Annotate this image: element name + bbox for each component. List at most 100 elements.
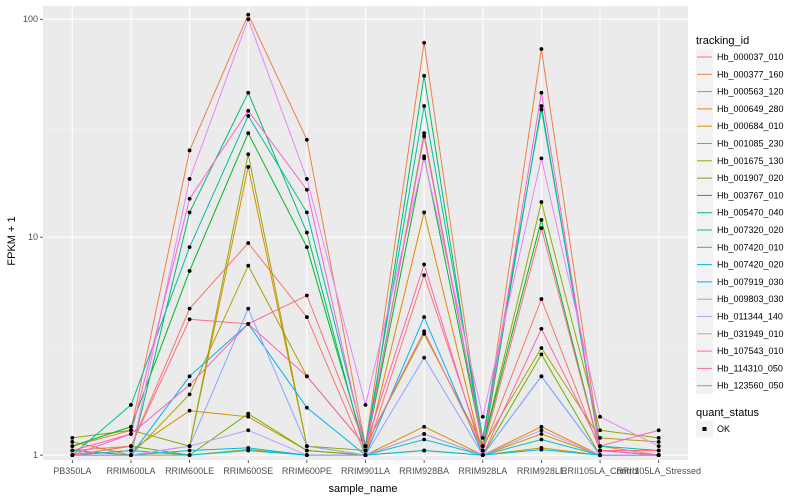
x-tick-label: RRII105LA_Stressed: [616, 466, 701, 476]
data-point: [246, 241, 251, 245]
data-point: [539, 47, 544, 51]
data-point: [129, 424, 133, 429]
x-tick-label: RRIM928LA: [458, 466, 507, 476]
data-point: [539, 107, 544, 112]
data-point: [246, 17, 251, 22]
y-tick-label: 10: [28, 232, 38, 242]
data-point: [363, 403, 368, 407]
color-legend: tracking_id Hb_000037_010 Hb_000377_160 Hb…: [696, 35, 784, 395]
legend-label: Hb_000684_010: [717, 121, 784, 131]
data-point: [539, 104, 544, 108]
legend-label: Hb_031949_010: [717, 329, 784, 339]
data-point: [422, 156, 427, 161]
data-point: [480, 444, 485, 449]
data-point: [187, 374, 192, 379]
legend-label: Hb_000649_280: [717, 104, 784, 114]
shape-legend-key-point: [702, 427, 707, 431]
data-point: [246, 322, 251, 326]
data-point: [539, 226, 544, 231]
data-point: [304, 187, 309, 192]
data-point: [129, 428, 133, 433]
legend-label: Hb_000377_160: [717, 69, 784, 79]
data-point: [187, 210, 192, 215]
data-point: [129, 444, 133, 449]
data-point: [422, 329, 427, 334]
data-point: [246, 12, 251, 17]
x-tick-label: RRIM928BA: [399, 466, 449, 476]
data-point: [422, 262, 427, 267]
data-point: [480, 453, 485, 458]
legend-label: Hb_000563_120: [717, 87, 784, 97]
data-point: [480, 414, 485, 419]
data-point: [187, 408, 192, 413]
data-point: [129, 453, 133, 458]
legend-label: Hb_005470_040: [717, 208, 784, 218]
x-tick-label: RRIM600LA: [106, 466, 155, 476]
data-point: [246, 445, 251, 450]
y-tick-label: 100: [23, 14, 38, 24]
data-point: [187, 444, 192, 449]
data-point: [187, 448, 192, 453]
data-point: [187, 196, 192, 201]
legend-label: Hb_003767_010: [717, 190, 784, 200]
y-tick-label: 1: [33, 450, 38, 460]
legend-title: tracking_id: [696, 35, 749, 47]
data-point: [246, 114, 251, 118]
data-point: [539, 218, 544, 222]
legend-label: Hb_107543_010: [717, 346, 784, 356]
legend-label: Hb_001085_230: [717, 139, 784, 149]
data-point: [304, 444, 309, 449]
data-point: [656, 448, 661, 453]
shape-legend: quant_status OK: [696, 407, 759, 438]
data-point: [304, 137, 309, 142]
data-point: [187, 306, 192, 311]
data-point: [129, 448, 133, 453]
data-point: [304, 177, 309, 181]
y-axis-title: FPKM + 1: [6, 216, 18, 265]
data-point: [246, 152, 251, 157]
data-point: [422, 437, 427, 442]
data-point: [422, 131, 427, 136]
legend-label: Hb_009803_030: [717, 294, 784, 304]
data-point: [422, 73, 427, 78]
data-point: [187, 148, 192, 153]
data-point: [70, 440, 75, 444]
data-point: [480, 448, 485, 453]
x-tick-label: RRIM600SE: [223, 466, 273, 476]
data-point: [304, 230, 309, 235]
data-point: [422, 40, 427, 45]
data-point: [656, 435, 661, 440]
legend-label: Hb_007919_030: [717, 277, 784, 287]
data-point: [187, 177, 192, 181]
shape-legend-label: OK: [717, 424, 730, 434]
data-point: [422, 273, 427, 277]
data-point: [246, 131, 251, 136]
x-tick-label: RRII105LA_Control: [561, 466, 639, 476]
data-point: [187, 269, 192, 273]
data-point: [246, 411, 251, 416]
legend-label: Hb_007320_020: [717, 225, 784, 235]
x-tick-label: PB350LA: [53, 466, 91, 476]
data-point: [422, 448, 427, 453]
x-tick-label: RRIM600LE: [165, 466, 214, 476]
data-point: [363, 448, 368, 453]
data-point: [598, 444, 602, 449]
data-point: [187, 453, 192, 458]
data-point: [598, 435, 602, 440]
data-point: [129, 403, 133, 407]
legend-label: Hb_001675_130: [717, 156, 784, 166]
data-point: [246, 90, 251, 95]
data-point: [304, 448, 309, 453]
legend-label: Hb_007420_020: [717, 260, 784, 270]
data-point: [304, 245, 309, 250]
data-point: [363, 453, 368, 458]
shape-legend-title: quant_status: [696, 407, 759, 419]
legend-label: Hb_000037_010: [717, 52, 784, 62]
data-point: [304, 293, 309, 298]
data-point: [70, 444, 75, 449]
data-point: [304, 405, 309, 410]
data-point: [539, 437, 544, 442]
data-point: [304, 210, 309, 215]
data-point: [187, 383, 192, 387]
